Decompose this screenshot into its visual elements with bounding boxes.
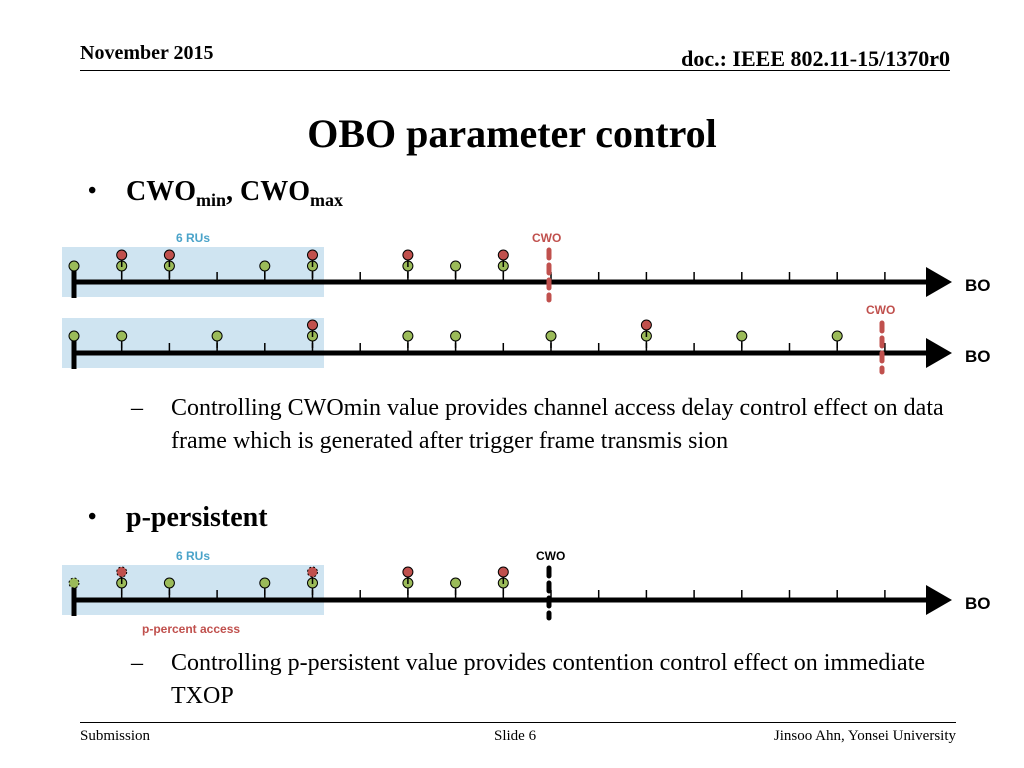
slide-title: OBO parameter control bbox=[307, 111, 717, 156]
cwo-text: CWO bbox=[126, 176, 196, 207]
footer-rule bbox=[80, 722, 956, 723]
diagram1-bo-label: BO bbox=[965, 276, 991, 295]
diagram2-station-green bbox=[116, 330, 128, 342]
diagram1-ru-label: 6 RUs bbox=[176, 231, 210, 245]
diagram3-p-access-label: p-percent access bbox=[142, 622, 240, 636]
diagram1-station-red bbox=[116, 249, 128, 261]
min-subscript: min bbox=[196, 190, 227, 210]
sub-bullet-cwomin: – Controlling CWOmin value provides chan… bbox=[131, 392, 951, 458]
diagram2-station-green bbox=[68, 330, 80, 342]
diagram3-ru-label: 6 RUs bbox=[176, 549, 210, 563]
diagram2-axis-arrow bbox=[926, 338, 952, 368]
dash-marker: – bbox=[131, 395, 143, 421]
diagram3-axis-arrow bbox=[926, 585, 952, 615]
diagram2-station-green bbox=[450, 330, 462, 342]
diagram1-station-green bbox=[259, 260, 271, 272]
diagram3-station-red bbox=[497, 566, 509, 578]
footer-slide-number: Slide 6 bbox=[494, 728, 537, 744]
diagram1-ru-box bbox=[62, 247, 324, 297]
diagram1-station-green bbox=[68, 260, 80, 272]
diagram3-ru-box bbox=[62, 565, 324, 615]
diagram1-station-red bbox=[163, 249, 175, 261]
diagram2-bo-label: BO bbox=[965, 347, 991, 366]
bullet-p-persistent: • p-persistent bbox=[88, 502, 268, 534]
header-doc-id: doc.: IEEE 802.11-15/1370r0 bbox=[681, 46, 950, 71]
sub-bullet-p-persistent: – Controlling p-persistent value provide… bbox=[131, 647, 951, 713]
diagram3-station-green bbox=[259, 577, 271, 589]
diagram1-station-green bbox=[450, 260, 462, 272]
diagram1-station-red bbox=[497, 249, 509, 261]
diagram2-station-green bbox=[211, 330, 223, 342]
sub-bullet-cwomin-text: Controlling CWOmin value provides channe… bbox=[171, 395, 944, 454]
footer-submission: Submission bbox=[80, 728, 151, 744]
diagram1-station-red bbox=[402, 249, 414, 261]
header-rule bbox=[80, 70, 950, 71]
bullet-cwo: • CWOmin, CWOmax bbox=[88, 176, 344, 211]
max-subscript: max bbox=[310, 190, 344, 210]
dash-marker: – bbox=[131, 650, 143, 676]
diagram3-station-green bbox=[450, 577, 462, 589]
diagram1-axis-arrow bbox=[926, 267, 952, 297]
diagram2-station-green bbox=[831, 330, 843, 342]
diagram2-station-red bbox=[307, 319, 318, 331]
diagram2-station-green bbox=[545, 330, 557, 342]
cwo-text-2: , CWO bbox=[226, 176, 311, 207]
p-persistent-text: p-persistent bbox=[126, 502, 268, 533]
diagram3-cwo-label: CWO bbox=[536, 549, 565, 563]
diagram2-station-red bbox=[640, 319, 652, 331]
header-date: November 2015 bbox=[80, 42, 214, 64]
diagram1-cwo-label: CWO bbox=[532, 231, 561, 245]
diagram3-station-red bbox=[402, 566, 414, 578]
sub-bullet-p-persistent-text: Controlling p-persistent value provides … bbox=[171, 650, 926, 709]
diagram3-bo-label: BO bbox=[965, 594, 991, 613]
footer-author: Jinsoo Ahn, Yonsei University bbox=[773, 728, 956, 744]
bullet-dot: • bbox=[88, 504, 97, 530]
diagram3-station-green-dashed bbox=[68, 577, 80, 589]
diagram3-station-red-dashed bbox=[307, 566, 318, 578]
diagram2-ru-box bbox=[62, 318, 324, 368]
bullet-dot: • bbox=[88, 178, 97, 204]
diagram2-station-green bbox=[402, 330, 414, 342]
diagram3-station-green bbox=[163, 577, 175, 589]
diagram2-station-green bbox=[736, 330, 748, 342]
diagram2-cwo-label: CWO bbox=[866, 303, 895, 317]
diagram3-station-red-dashed bbox=[116, 566, 128, 578]
diagram1-station-red bbox=[307, 249, 318, 261]
